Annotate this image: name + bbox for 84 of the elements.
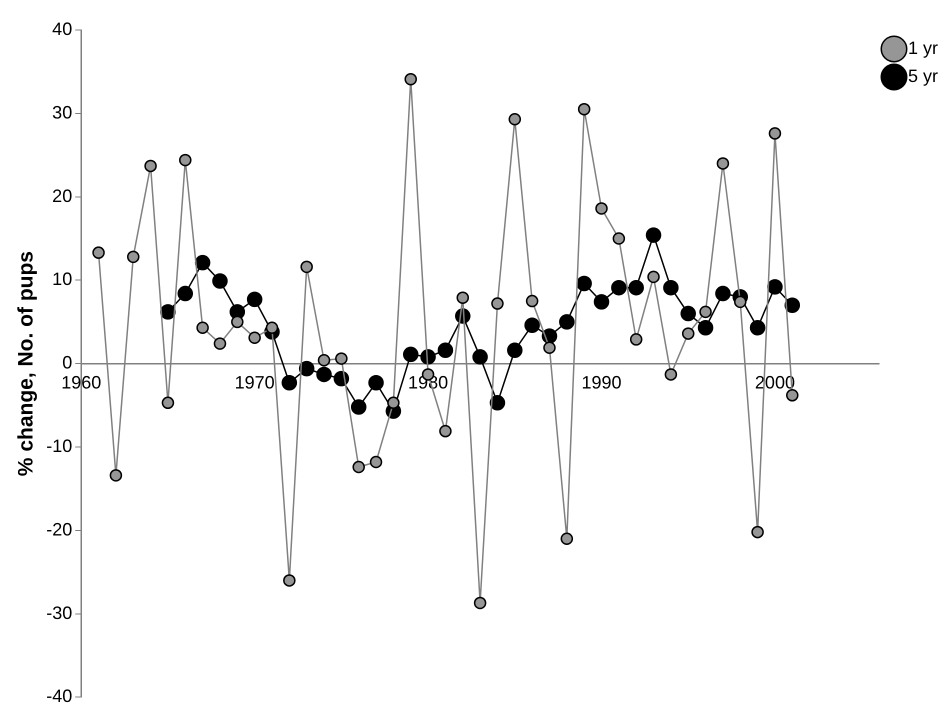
point — [663, 280, 679, 296]
y-tick-label: 20 — [52, 186, 72, 206]
y-axis-title: % change, No. of pups — [14, 251, 38, 476]
point — [92, 246, 105, 259]
point — [266, 321, 278, 334]
point — [664, 368, 678, 381]
point — [716, 157, 730, 170]
point — [196, 321, 209, 334]
point — [231, 316, 244, 328]
point — [784, 297, 800, 313]
point — [524, 317, 540, 333]
point — [438, 342, 454, 358]
point — [750, 320, 766, 336]
point — [628, 280, 644, 296]
point — [508, 112, 522, 126]
point — [698, 320, 714, 336]
point — [491, 297, 504, 310]
point — [786, 389, 799, 402]
point — [767, 279, 783, 295]
y-tick-label: -10 — [46, 436, 72, 456]
point — [318, 354, 330, 367]
point — [194, 254, 210, 270]
y-tick-label: -40 — [46, 686, 72, 706]
point — [300, 260, 313, 274]
point — [595, 202, 608, 215]
point — [352, 460, 365, 474]
point — [680, 306, 696, 322]
point — [682, 327, 694, 340]
point — [543, 342, 556, 354]
point — [646, 227, 662, 243]
point — [751, 526, 764, 538]
y-tick-label: -30 — [46, 602, 72, 623]
point — [350, 399, 366, 415]
point — [283, 574, 296, 587]
y-tick-label: -20 — [46, 519, 72, 540]
point — [404, 72, 417, 86]
x-tick-label: 2000 — [754, 372, 795, 392]
point — [178, 286, 194, 302]
x-tick-label: 1960 — [61, 372, 102, 392]
point — [768, 127, 782, 140]
point — [298, 360, 314, 376]
point — [402, 346, 418, 362]
point — [611, 280, 627, 296]
y-tick-label: 40 — [52, 18, 72, 39]
point — [214, 337, 226, 350]
point — [126, 250, 140, 264]
x-tick-label: 1990 — [581, 372, 622, 392]
x-tick-label: 1970 — [234, 372, 275, 392]
point — [162, 396, 174, 410]
y-tick-label: 0 — [62, 352, 72, 373]
point — [370, 456, 382, 468]
point — [246, 292, 262, 308]
point — [387, 396, 400, 410]
point — [699, 306, 712, 318]
point — [212, 273, 228, 289]
legend-label: 5 yr — [908, 66, 938, 86]
point — [490, 395, 506, 411]
point — [439, 424, 452, 438]
point — [179, 154, 192, 166]
point — [734, 296, 746, 308]
point — [560, 532, 574, 545]
point — [282, 375, 298, 391]
point — [144, 160, 157, 172]
point — [335, 352, 348, 365]
legend-label: 1 yr — [908, 38, 938, 58]
point — [456, 291, 470, 304]
y-tick-label: 30 — [52, 102, 72, 122]
point — [248, 331, 261, 344]
point — [630, 333, 642, 346]
point — [594, 294, 610, 310]
point — [472, 349, 488, 365]
point — [576, 276, 592, 292]
point — [368, 375, 384, 391]
point — [526, 294, 538, 308]
y-tick-label: 10 — [52, 269, 72, 290]
point — [715, 286, 731, 302]
point — [612, 232, 626, 245]
point — [647, 270, 660, 284]
point — [578, 102, 590, 116]
point — [474, 596, 486, 610]
point — [559, 314, 575, 330]
point — [316, 366, 332, 382]
point — [507, 342, 523, 358]
point — [110, 469, 122, 482]
